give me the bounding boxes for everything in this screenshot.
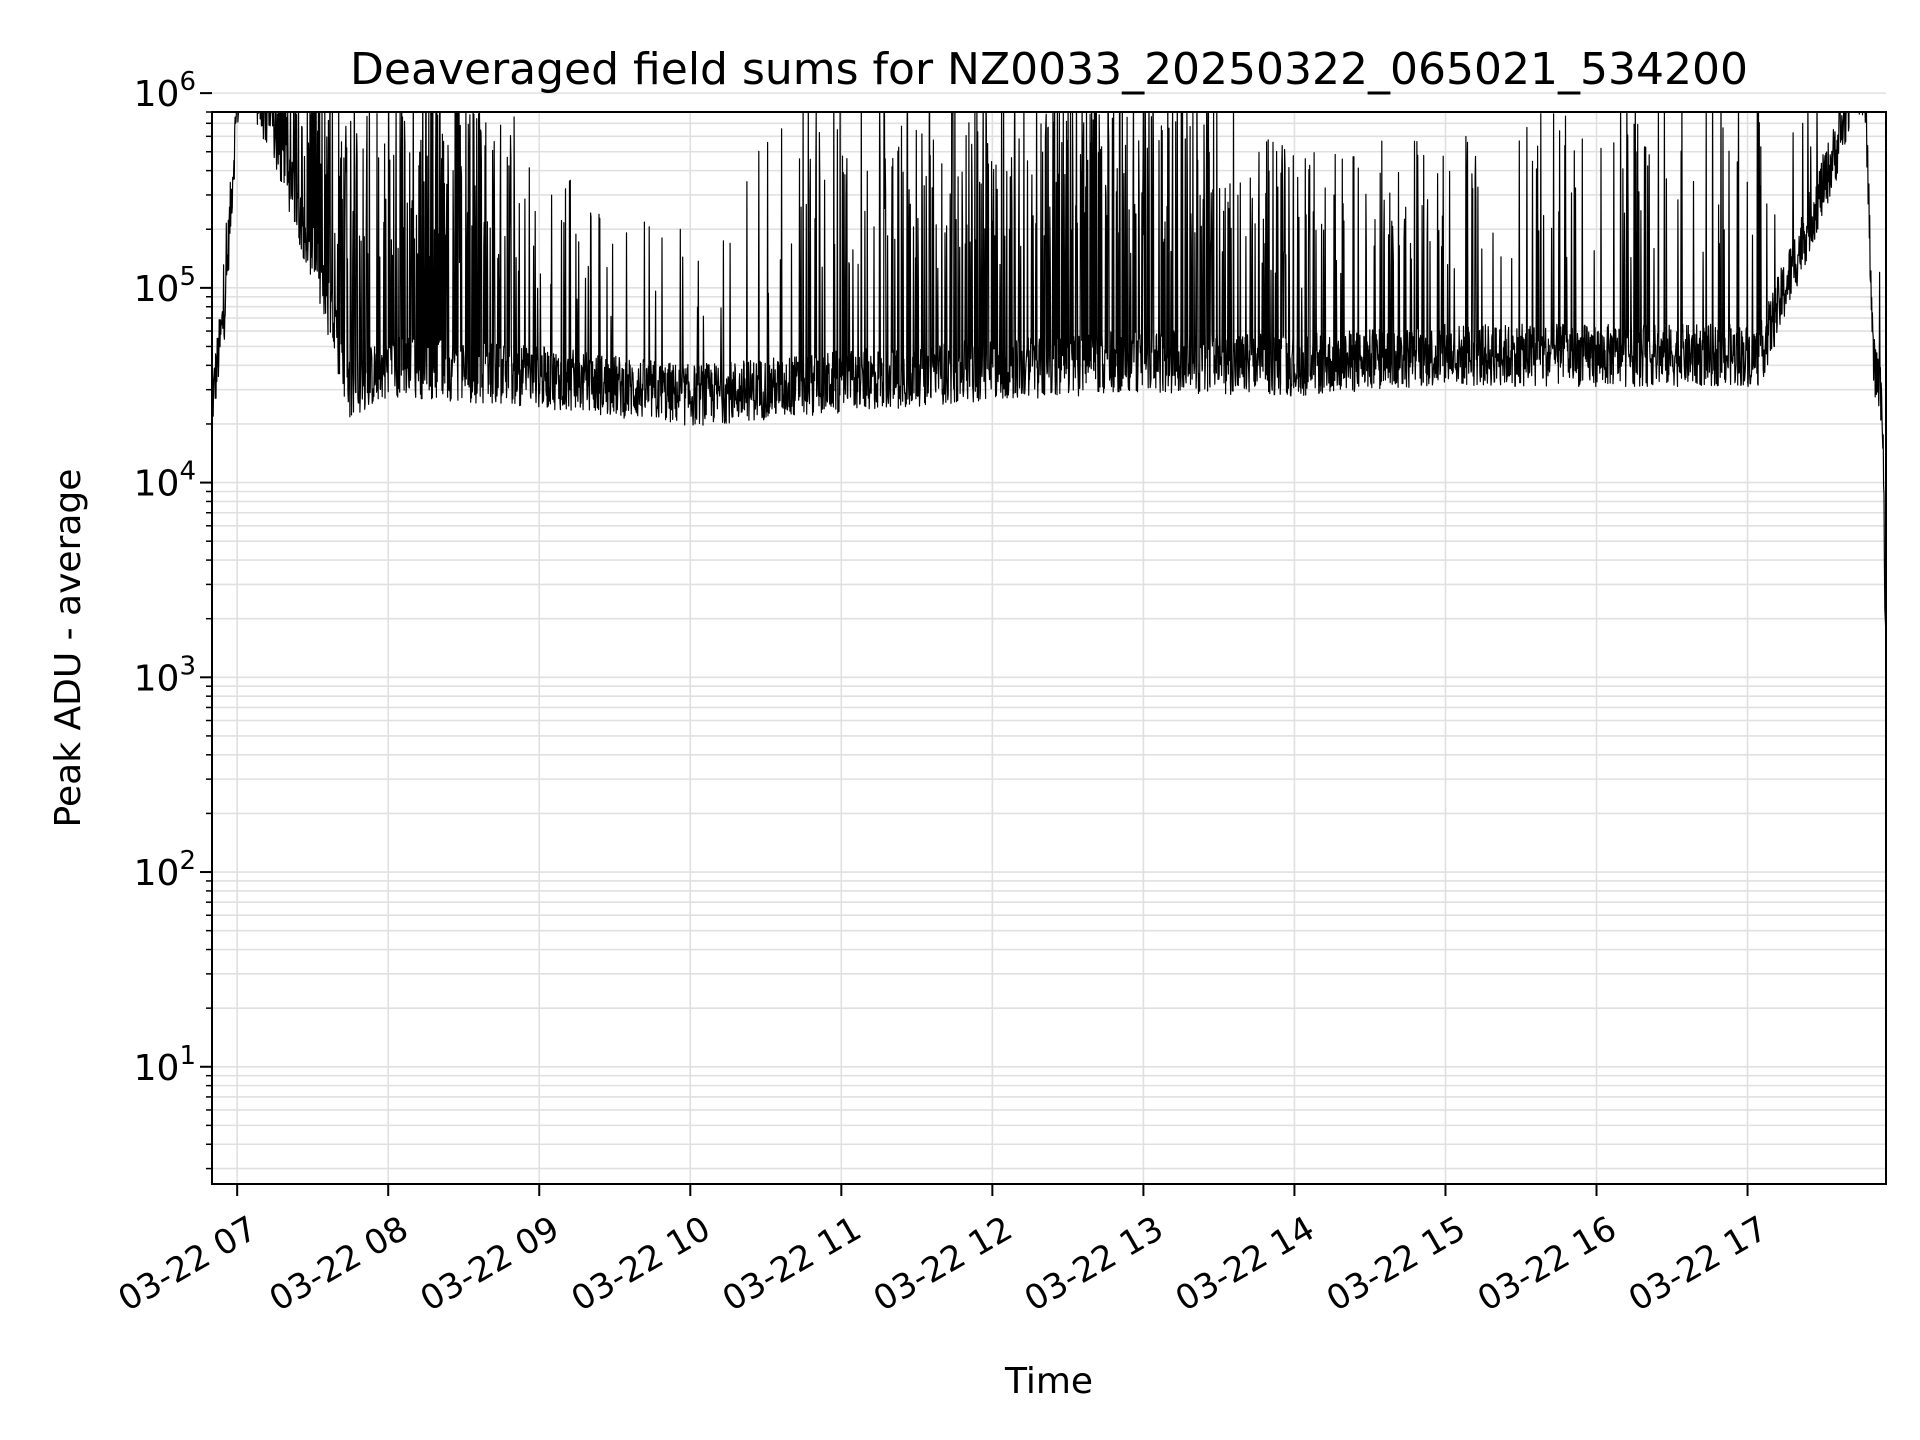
y-tick-base: 10 [134,464,180,505]
plot-frame [211,111,1887,1185]
y-tick-label: 103 [134,651,196,699]
y-tick-label: 106 [134,67,196,115]
chart-title: Deaveraged field sums for NZ0033_2025032… [350,44,1748,95]
y-tick-base: 10 [134,269,180,310]
y-tick-label: 102 [134,846,196,894]
y-tick-base: 10 [134,1048,180,1089]
grid-layer [212,92,1886,1184]
plot-area [212,112,1886,697]
y-tick-base: 10 [134,853,180,894]
y-axis-label: Peak ADU - average [48,469,89,828]
y-tick-exponent: 4 [179,457,196,487]
series-line [212,112,1886,697]
y-tick-exponent: 2 [179,846,196,876]
y-tick-label: 105 [134,262,196,310]
y-tick-base: 10 [134,658,180,699]
y-tick-base: 10 [134,74,180,115]
y-tick-label: 101 [134,1041,196,1089]
y-tick-exponent: 1 [179,1041,196,1071]
y-tick-label: 104 [134,457,196,505]
y-tick-exponent: 3 [179,651,196,681]
y-tick-exponent: 5 [179,262,196,292]
y-tick-exponent: 6 [179,67,196,97]
x-axis-label: Time [1004,1361,1093,1402]
